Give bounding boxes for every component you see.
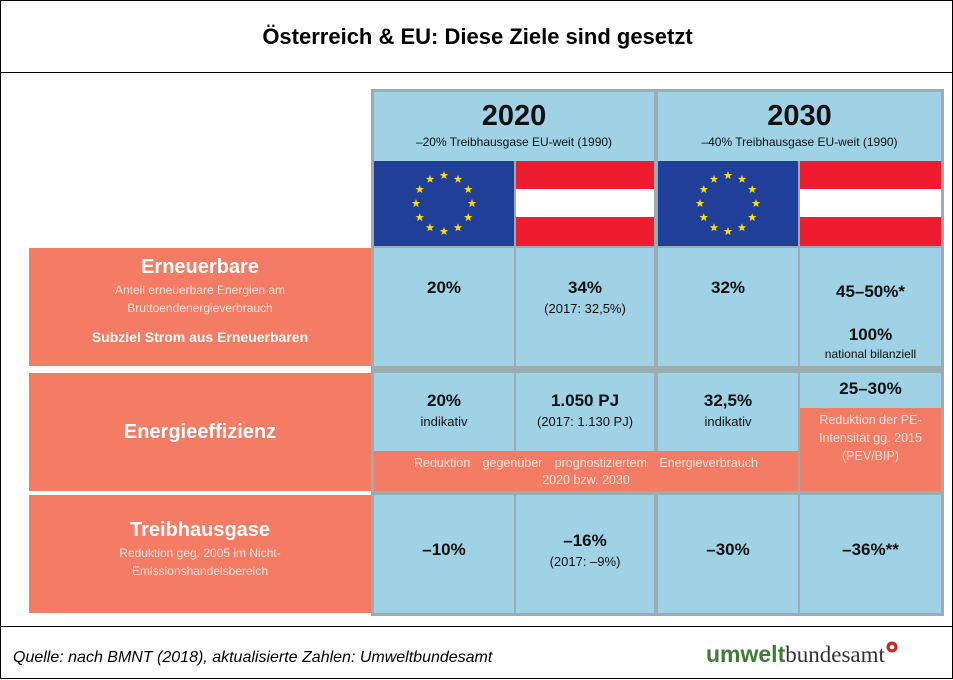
- logo-bold: umwelt: [706, 641, 786, 667]
- column-header: 2020 –20% Treibhausgase EU-weit (1990): [374, 92, 654, 161]
- cell: 32%: [658, 248, 798, 366]
- flag-star: [411, 199, 421, 208]
- cell: –30%: [658, 495, 798, 613]
- year: 2020: [481, 100, 547, 132]
- flag-star: [463, 213, 473, 222]
- flag-star: [415, 213, 425, 222]
- flag-star: [463, 185, 473, 194]
- logo-rest: bundesamt: [785, 642, 885, 667]
- cell: 20%: [374, 248, 514, 366]
- flag-star: [709, 174, 719, 183]
- flag-star: [723, 171, 733, 180]
- row-label: Treibhausgase Reduktion geg. 2005 im Nic…: [29, 495, 371, 613]
- logo: umweltbundesamt: [706, 641, 898, 668]
- value: 20%: [426, 391, 462, 410]
- value: 45–50%*: [835, 282, 905, 301]
- source: Quelle: nach BMNT (2018), aktualisierte …: [13, 649, 493, 666]
- value: 20%: [426, 278, 462, 297]
- cell: 1.050 PJ (2017: 1.130 PJ): [516, 373, 654, 451]
- flag-star: [737, 223, 747, 232]
- value: 32,5%: [703, 391, 753, 410]
- cell: –10%: [374, 495, 514, 613]
- value: –10%: [422, 540, 466, 559]
- detail: (2017: 1.130 PJ): [536, 414, 634, 429]
- detail: Reduktion der PE-Intensität gg. 2015 (PE…: [800, 408, 941, 491]
- flag-star: [453, 223, 463, 232]
- flag-star: [747, 213, 757, 222]
- value: 34%: [567, 278, 603, 297]
- flag-star: [453, 174, 463, 183]
- flag-star: [439, 227, 449, 236]
- flag-star: [751, 199, 761, 208]
- label: Erneuerbare: [141, 256, 259, 278]
- cell: 25–30%: [800, 373, 941, 408]
- note: Subziel Strom aus Erneuerbaren: [91, 329, 309, 345]
- subtitle: –20% Treibhausgase EU-weit (1990): [415, 135, 613, 149]
- detail: indikativ: [420, 414, 468, 429]
- sub-detail: national bilanziell: [824, 347, 917, 361]
- cell: –36%**: [800, 495, 941, 613]
- flag-star: [439, 171, 449, 180]
- flag-star: [695, 199, 705, 208]
- flag-star: [699, 213, 709, 222]
- flag-star: [425, 174, 435, 183]
- cell: –16% (2017: –9%): [516, 495, 654, 613]
- value: –36%**: [842, 540, 899, 559]
- value: 32%: [710, 278, 746, 297]
- logo-mark: [886, 641, 898, 653]
- value: –30%: [706, 540, 750, 559]
- flag-star: [415, 185, 425, 194]
- band: Reduktion gegenüber prognostiziertem Ene…: [374, 451, 798, 491]
- flag-star: [467, 199, 477, 208]
- row-label: Energieeffizienz: [29, 373, 371, 491]
- detail: (2017: –9%): [549, 554, 621, 569]
- flag-star: [709, 223, 719, 232]
- flag-star: [425, 223, 435, 232]
- flag-star: [737, 174, 747, 183]
- description: Reduktion geg. 2005 im Nicht-Emissionsha…: [119, 546, 281, 578]
- cell: 45–50%* 100% national bilanziell: [800, 248, 941, 366]
- cell: 32,5% indikativ: [658, 373, 798, 451]
- cell: 34% (2017: 32,5%): [516, 248, 654, 366]
- flag-star: [747, 185, 757, 194]
- value: 25–30%: [839, 379, 902, 398]
- flag-star: [723, 227, 733, 236]
- year: 2030: [767, 100, 832, 132]
- austria-flag: [516, 161, 654, 246]
- flag-star: [699, 185, 709, 194]
- title: Österreich & EU: Diese Ziele sind gesetz…: [1, 1, 953, 73]
- label: Treibhausgase: [129, 519, 271, 541]
- subtitle: –40% Treibhausgase EU-weit (1990): [701, 135, 898, 149]
- row-label: Erneuerbare Anteil erneuerbare Energien …: [29, 248, 371, 366]
- detail: indikativ: [704, 414, 752, 429]
- label: Energieeffizienz: [123, 421, 277, 443]
- footer: Quelle: nach BMNT (2018), aktualisierte …: [1, 626, 953, 680]
- eu-flag: [374, 161, 514, 246]
- detail: (2017: 32,5%): [544, 301, 626, 316]
- description: Anteil erneuerbare Energien am Bruttoend…: [114, 283, 286, 315]
- value: 1.050 PJ: [550, 391, 620, 410]
- value: –16%: [563, 531, 607, 550]
- sub-value: 100%: [848, 325, 893, 344]
- column-header: 2030 –40% Treibhausgase EU-weit (1990): [658, 92, 941, 161]
- austria-flag: [800, 161, 941, 246]
- cell: 20% indikativ: [374, 373, 514, 451]
- eu-flag: [658, 161, 798, 246]
